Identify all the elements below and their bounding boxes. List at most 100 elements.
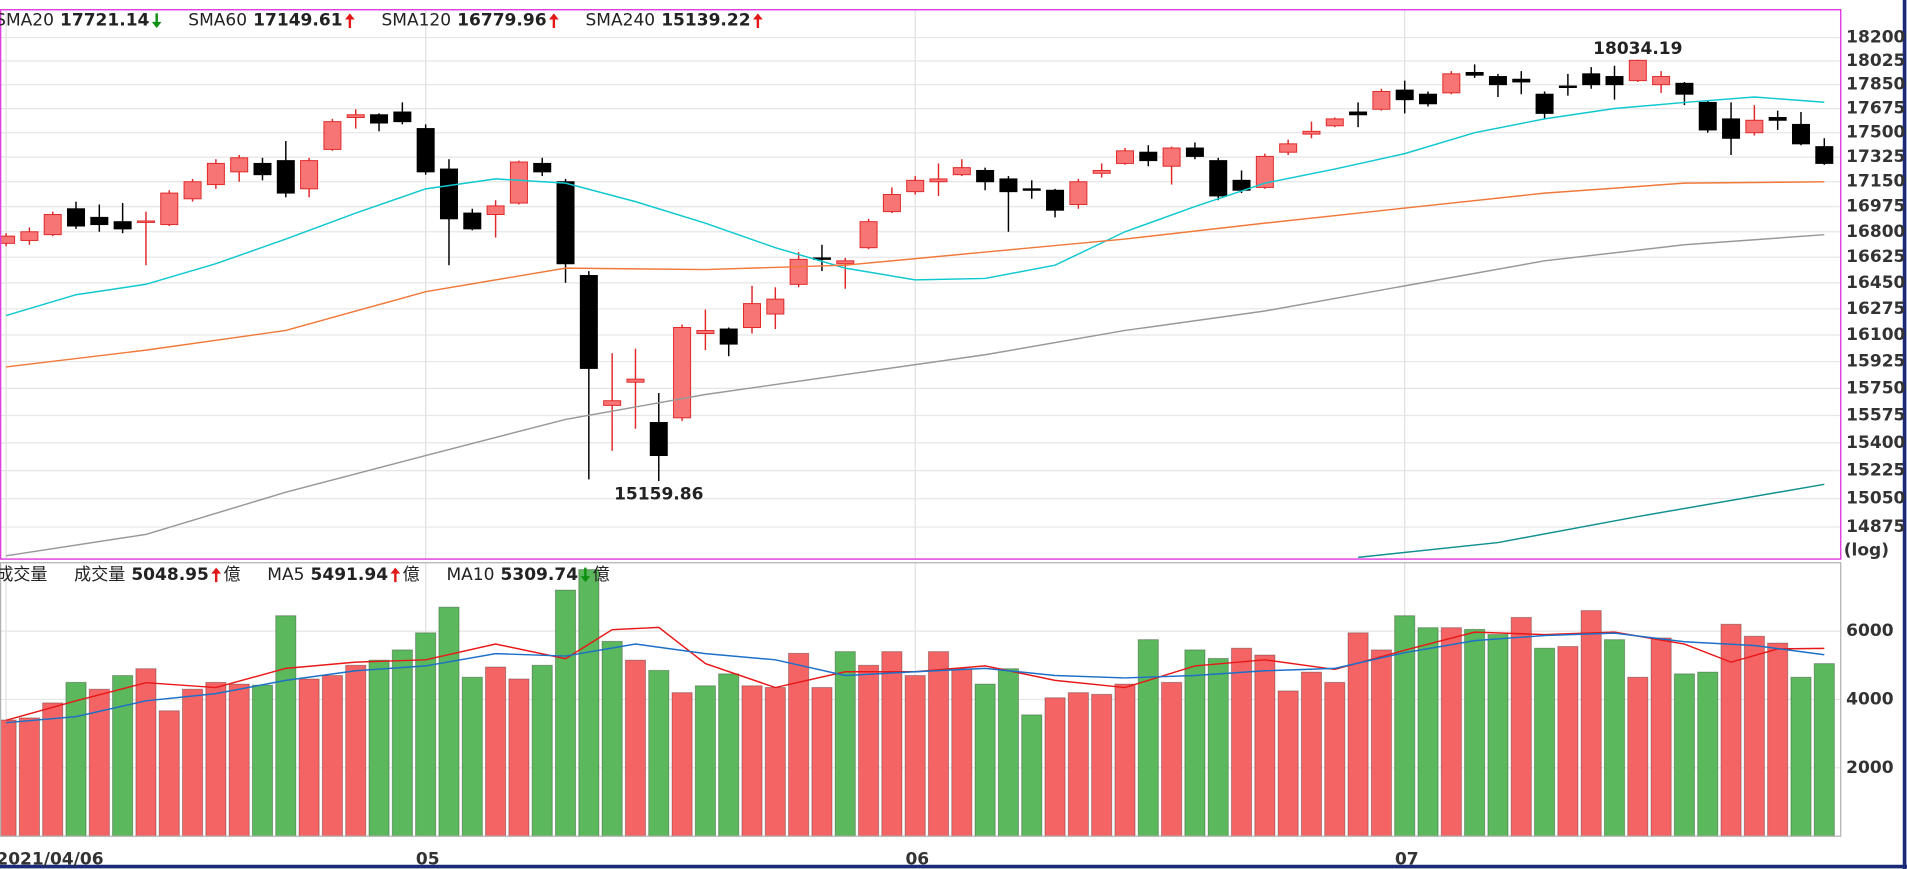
candle-body — [1046, 189, 1065, 211]
volume-bar — [1697, 671, 1719, 837]
volume-bar — [1790, 676, 1812, 837]
volume-bar — [1091, 693, 1113, 837]
volume-bar — [1650, 637, 1672, 837]
volume-bar — [1277, 690, 1299, 837]
y-tick-label: 6000 — [1846, 621, 1894, 641]
candle-body — [766, 298, 785, 315]
legend-unit: 億 — [593, 565, 610, 585]
candle-body — [439, 168, 458, 220]
candle-body — [789, 258, 808, 285]
low-label: 15159.86 — [614, 484, 703, 504]
volume-bar — [65, 681, 87, 837]
candle-body — [300, 160, 319, 190]
volume-bar — [485, 666, 507, 837]
volume-bar — [1580, 610, 1602, 837]
trend-arrow — [211, 567, 222, 583]
y-tick-label: 14875 — [1846, 517, 1905, 537]
volume-bar — [368, 659, 390, 837]
volume-bar — [1044, 697, 1066, 837]
candle-body — [393, 111, 412, 123]
y-tick-label: 17150 — [1846, 172, 1905, 192]
volume-bar — [578, 569, 600, 837]
volume-bar — [1510, 616, 1532, 837]
candle-body — [1698, 101, 1717, 131]
candle-body — [1395, 89, 1414, 101]
volume-bar — [1161, 681, 1183, 837]
candle-body — [1722, 118, 1741, 139]
volume-bar — [1487, 634, 1509, 837]
volume-bar — [18, 717, 40, 837]
sma-line — [5, 181, 1825, 368]
candle-body — [416, 128, 435, 173]
candle-body — [346, 114, 365, 119]
candle-body — [323, 121, 342, 150]
candle-body — [1302, 130, 1321, 135]
candle-body — [1768, 117, 1787, 121]
legend-name: 成交量 — [74, 565, 125, 585]
volume-bar — [298, 678, 320, 837]
volume-bar — [181, 688, 204, 837]
candle-body — [719, 328, 738, 345]
candle-body — [1279, 143, 1298, 153]
y-tick-label: 16100 — [1846, 325, 1905, 345]
volume-bar — [554, 589, 577, 837]
candle-body — [509, 161, 528, 204]
legend-value: 17149.61 — [253, 11, 342, 31]
volume-bar — [438, 606, 460, 837]
legend-value: 5491.94 — [311, 565, 389, 585]
y-tick-label: 16450 — [1846, 273, 1905, 293]
y-tick-label: 15575 — [1846, 405, 1905, 425]
volume-bar — [508, 678, 530, 837]
candle-body — [1652, 76, 1671, 86]
volume-bar — [205, 681, 227, 837]
y-tick-label: 15400 — [1846, 433, 1905, 453]
candle-body — [0, 235, 16, 244]
candle-body — [882, 194, 901, 213]
y-tick-label: 15925 — [1846, 352, 1905, 372]
legend-name: MA10 — [446, 565, 494, 585]
volume-bar — [741, 685, 763, 837]
volume-bar — [1603, 639, 1626, 837]
volume-bar — [1370, 649, 1392, 837]
volume-bar — [1440, 627, 1462, 837]
legend-value: 16779.96 — [457, 11, 546, 31]
candle-body — [20, 231, 39, 241]
volume-bar — [811, 687, 833, 837]
candle-body — [463, 212, 482, 230]
candle-body — [533, 162, 552, 173]
volume-bar — [624, 659, 647, 837]
y-tick-label: 17675 — [1846, 99, 1905, 119]
candle-body — [1791, 123, 1810, 145]
volume-bar — [951, 668, 973, 837]
volume-bar — [1673, 673, 1696, 837]
candle-body — [1605, 76, 1624, 86]
volume-bar — [671, 692, 693, 837]
candle-body — [113, 221, 132, 230]
candle-body — [906, 179, 925, 193]
y-tick-label: 16275 — [1846, 299, 1905, 319]
candle-body — [230, 157, 249, 173]
candle-body — [603, 400, 622, 406]
volume-bar — [1300, 671, 1323, 837]
volume-bar — [857, 664, 880, 837]
candle-body — [43, 214, 62, 236]
volume-bar — [1254, 654, 1276, 837]
legend-unit: 億 — [223, 565, 240, 585]
candle-body — [1419, 93, 1438, 105]
y-tick-label: 17500 — [1846, 123, 1905, 143]
volume-bar — [1067, 692, 1089, 837]
legend-name: MA5 — [267, 565, 304, 585]
candle-body — [1162, 147, 1181, 167]
y-tick-label: 16975 — [1846, 197, 1905, 217]
legend-name: SMA20 — [0, 11, 54, 31]
y-tick-label: 15750 — [1846, 378, 1905, 398]
volume-bar — [927, 651, 950, 837]
legend-name: SMA240 — [585, 11, 655, 31]
candle-body — [579, 275, 598, 369]
volume-bar — [764, 687, 786, 837]
volume-bar — [694, 685, 716, 837]
volume-panel-border — [0, 562, 1842, 837]
volume-bar — [1464, 628, 1486, 837]
candle-body — [1185, 147, 1204, 157]
